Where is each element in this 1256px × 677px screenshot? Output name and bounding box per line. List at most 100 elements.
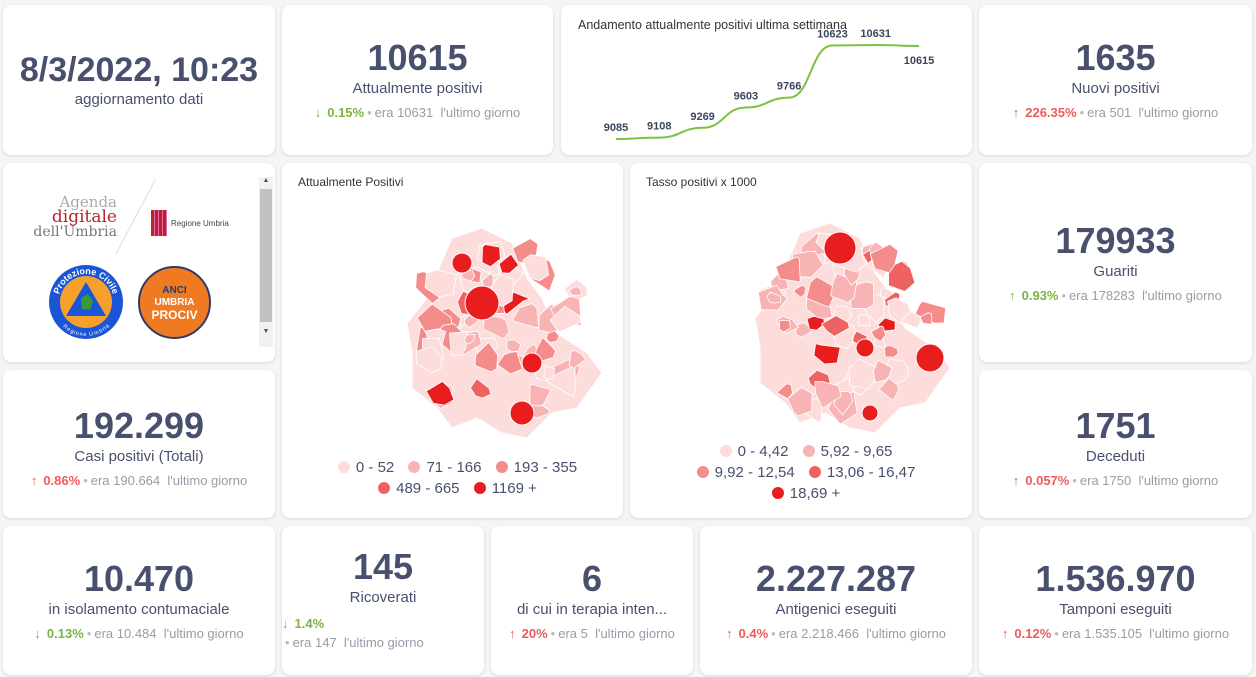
municipality — [521, 352, 543, 374]
trend-data-label: 9108 — [647, 121, 671, 133]
municipality — [813, 343, 841, 365]
stat-attuali: 10615 Attualmente positivi ↓ 0.15% • era 10… — [282, 5, 553, 155]
isolamento-delta: ↓ 0.13% • era 10.484 l'ultimo giorno — [34, 625, 244, 641]
stat-deceduti: 1751 Deceduti ↑ 0.057% • era 1750 l'ultimo … — [979, 370, 1252, 518]
umbria-map[interactable] — [630, 188, 972, 448]
municipality — [529, 383, 552, 407]
municipality — [869, 243, 899, 274]
scroll-up-icon[interactable]: ▲ — [262, 177, 270, 184]
municipality — [424, 269, 457, 298]
scroll-down-icon[interactable]: ▼ — [262, 328, 270, 335]
municipality — [415, 345, 443, 374]
municipality — [873, 359, 893, 384]
municipality — [469, 378, 492, 399]
legend-item: 18,69 + — [762, 485, 840, 502]
municipality — [549, 305, 582, 333]
trend-data-label: 10623 — [817, 28, 848, 40]
municipality — [511, 303, 540, 328]
isolamento-label: in isolamento contumaciale — [48, 600, 230, 618]
municipality — [545, 330, 560, 344]
trend-data-label: 10631 — [860, 28, 891, 40]
ricoverati-label: Ricoverati — [349, 589, 417, 606]
municipality — [568, 285, 583, 296]
arrow-up-icon: ↑ — [509, 625, 516, 641]
municipality — [870, 325, 887, 343]
arrow-up-icon: ↑ — [1012, 473, 1020, 488]
municipality — [820, 315, 850, 337]
municipality — [900, 311, 922, 329]
legend-item: 71 - 166 — [398, 459, 482, 476]
protezione-civile-logo: Protezione Civile Regione Umbria — [49, 265, 123, 339]
trend-title: Andamento attualmente positivi ultima se… — [578, 18, 847, 32]
casi-label: Casi positivi (Totali) — [74, 448, 204, 465]
arrow-up-icon: ↑ — [1012, 105, 1020, 120]
map-attualmente-positivi: Attualmente Positivi 0 - 52 71 - 166 193… — [282, 163, 623, 518]
trend-data-label: 9766 — [777, 81, 801, 93]
municipality — [855, 338, 875, 358]
antigenici-value: 2.227.287 — [755, 557, 917, 599]
tamponi-delta: ↑ 0.12% • era 1.535.105 l'ultimo giorno — [1001, 625, 1230, 641]
stat-casi: 192.299 Casi positivi (Totali) ↑ 0.86% • er… — [3, 370, 275, 518]
municipality — [766, 291, 782, 304]
arrow-down-icon: ↓ — [34, 625, 41, 641]
scrollbar-thumb[interactable] — [260, 189, 272, 322]
tamponi-label: Tamponi eseguiti — [1059, 600, 1172, 618]
legend-item: 489 - 665 — [368, 480, 460, 497]
stat-terapia: 6 di cui in terapia inten... ↑ 20% • era 5 … — [491, 526, 693, 675]
attuali-value: 10615 — [367, 37, 468, 78]
attuali-delta: ↓ 0.15% • era 10631 l'ultimo giorno — [314, 105, 521, 120]
agenda-digitale-logo: Agenda digitale dell'Umbria — [33, 193, 117, 240]
legend-item: 193 - 355 — [486, 459, 577, 476]
guariti-label: Guariti — [1093, 262, 1138, 280]
arrow-down-icon: ↓ — [282, 616, 289, 631]
terapia-delta: ↑ 20% • era 5 l'ultimo giorno — [509, 625, 675, 641]
trend-data-label: 9269 — [690, 111, 714, 123]
stat-ricoverati: 145 Ricoverati ↓ 1.4% • era 147 l'ultimo gi… — [282, 526, 484, 675]
trend-data-label: 9603 — [734, 91, 758, 103]
update-label: aggiornamento dati — [74, 90, 204, 108]
casi-delta: ↑ 0.86% • era 190.664 l'ultimo giorno — [30, 473, 248, 488]
municipality — [496, 351, 523, 375]
legend-item: 0 - 52 — [328, 459, 394, 476]
trend-data-label: 9085 — [604, 122, 628, 134]
isolamento-value: 10.470 — [83, 557, 195, 599]
arrow-up-icon: ↑ — [1001, 625, 1009, 641]
nuovi-value: 1635 — [1075, 37, 1156, 78]
municipality — [919, 312, 933, 325]
map2-title: Tasso positivi x 1000 — [646, 175, 757, 189]
legend-item: 13,06 - 16,47 — [799, 464, 915, 481]
map1-title: Attualmente Positivi — [298, 175, 404, 189]
trend-chart: 9085 9108 9269 9603 9766 10623 10631 10615 — [604, 28, 935, 140]
municipality — [915, 343, 945, 373]
municipality — [448, 331, 468, 356]
trend-card: Andamento attualmente positivi ultima se… — [561, 5, 972, 155]
arrow-down-icon: ↓ — [314, 105, 322, 120]
divider-line — [115, 179, 156, 255]
municipality — [793, 284, 807, 298]
update-card: 8/3/2022, 10:23 aggiornamento dati — [3, 5, 275, 155]
scrollbar[interactable]: ▲ ▼ — [259, 177, 273, 347]
trend-line — [615, 43, 920, 140]
municipality — [823, 231, 857, 265]
legend-item: 1169 + — [464, 480, 537, 497]
municipality — [814, 381, 842, 409]
deceduti-label: Deceduti — [1085, 448, 1146, 465]
attuali-label: Attualmente positivi — [352, 80, 483, 97]
guariti-value: 179933 — [1055, 219, 1176, 261]
municipality — [806, 315, 825, 331]
municipality — [779, 319, 791, 333]
municipality — [451, 252, 473, 274]
umbria-map[interactable] — [282, 193, 623, 473]
nuovi-label: Nuovi positivi — [1071, 80, 1160, 97]
guariti-delta: ↑ 0.93% • era 178283 l'ultimo giorno — [1009, 287, 1222, 303]
municipality — [522, 254, 550, 282]
municipality — [464, 285, 500, 321]
municipality — [425, 380, 455, 406]
trend-data-label: 10615 — [904, 55, 935, 67]
municipality — [498, 253, 519, 274]
ricoverati-delta: ↓ 1.4% • era 147 l'ultimo giorno — [282, 616, 424, 650]
terapia-label: di cui in terapia inten... — [516, 600, 668, 618]
municipality — [474, 341, 499, 373]
map-tasso-positivi: Tasso positivi x 1000 0 - 4,42 5,92 - 9,… — [630, 163, 972, 518]
regione-umbria-logo: Regione Umbria — [151, 210, 229, 236]
